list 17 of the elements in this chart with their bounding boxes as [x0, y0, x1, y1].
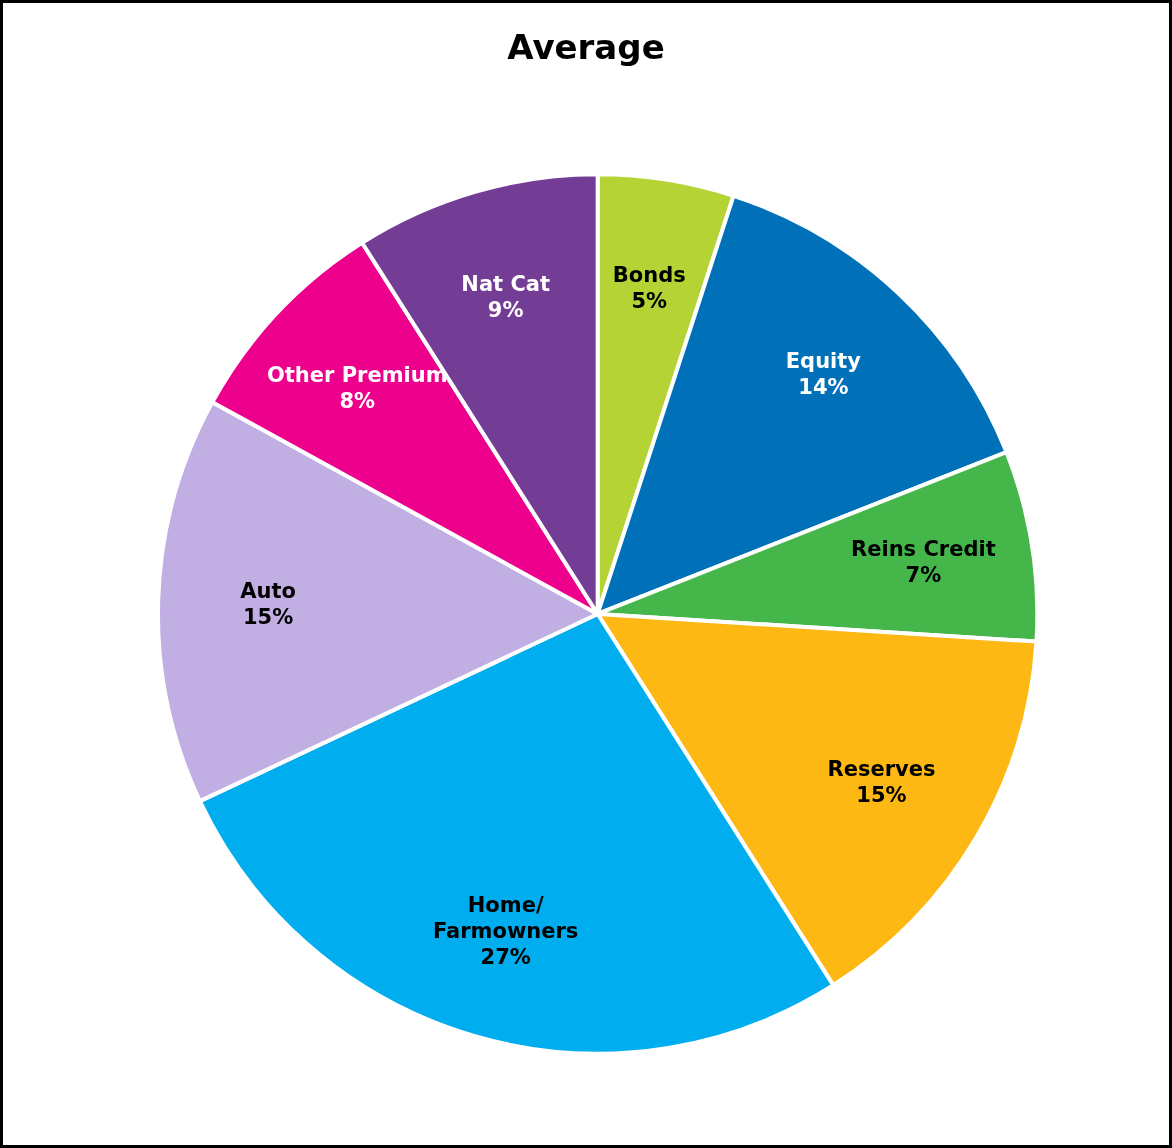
slice-label: Bonds — [612, 263, 686, 288]
chart-title: Average — [507, 27, 665, 67]
slice-label: Equity — [785, 348, 862, 373]
slice-label: Home/Farmowners — [432, 892, 579, 943]
slice-label: Reserves — [827, 756, 936, 781]
data-label: 27% — [480, 944, 531, 969]
slice-label: Auto — [240, 578, 296, 603]
data-label: 15% — [856, 782, 907, 807]
data-label: 7% — [905, 563, 942, 588]
data-label: 8% — [339, 389, 376, 414]
data-label: 9% — [487, 298, 524, 323]
data-label: 14% — [798, 374, 849, 399]
slice-label: Reins Credit — [851, 537, 996, 562]
slice-label: Nat Cat — [461, 272, 551, 297]
data-label: 15% — [242, 604, 294, 629]
slice-label: Other Premium — [266, 363, 448, 388]
data-label: 5% — [631, 289, 668, 314]
